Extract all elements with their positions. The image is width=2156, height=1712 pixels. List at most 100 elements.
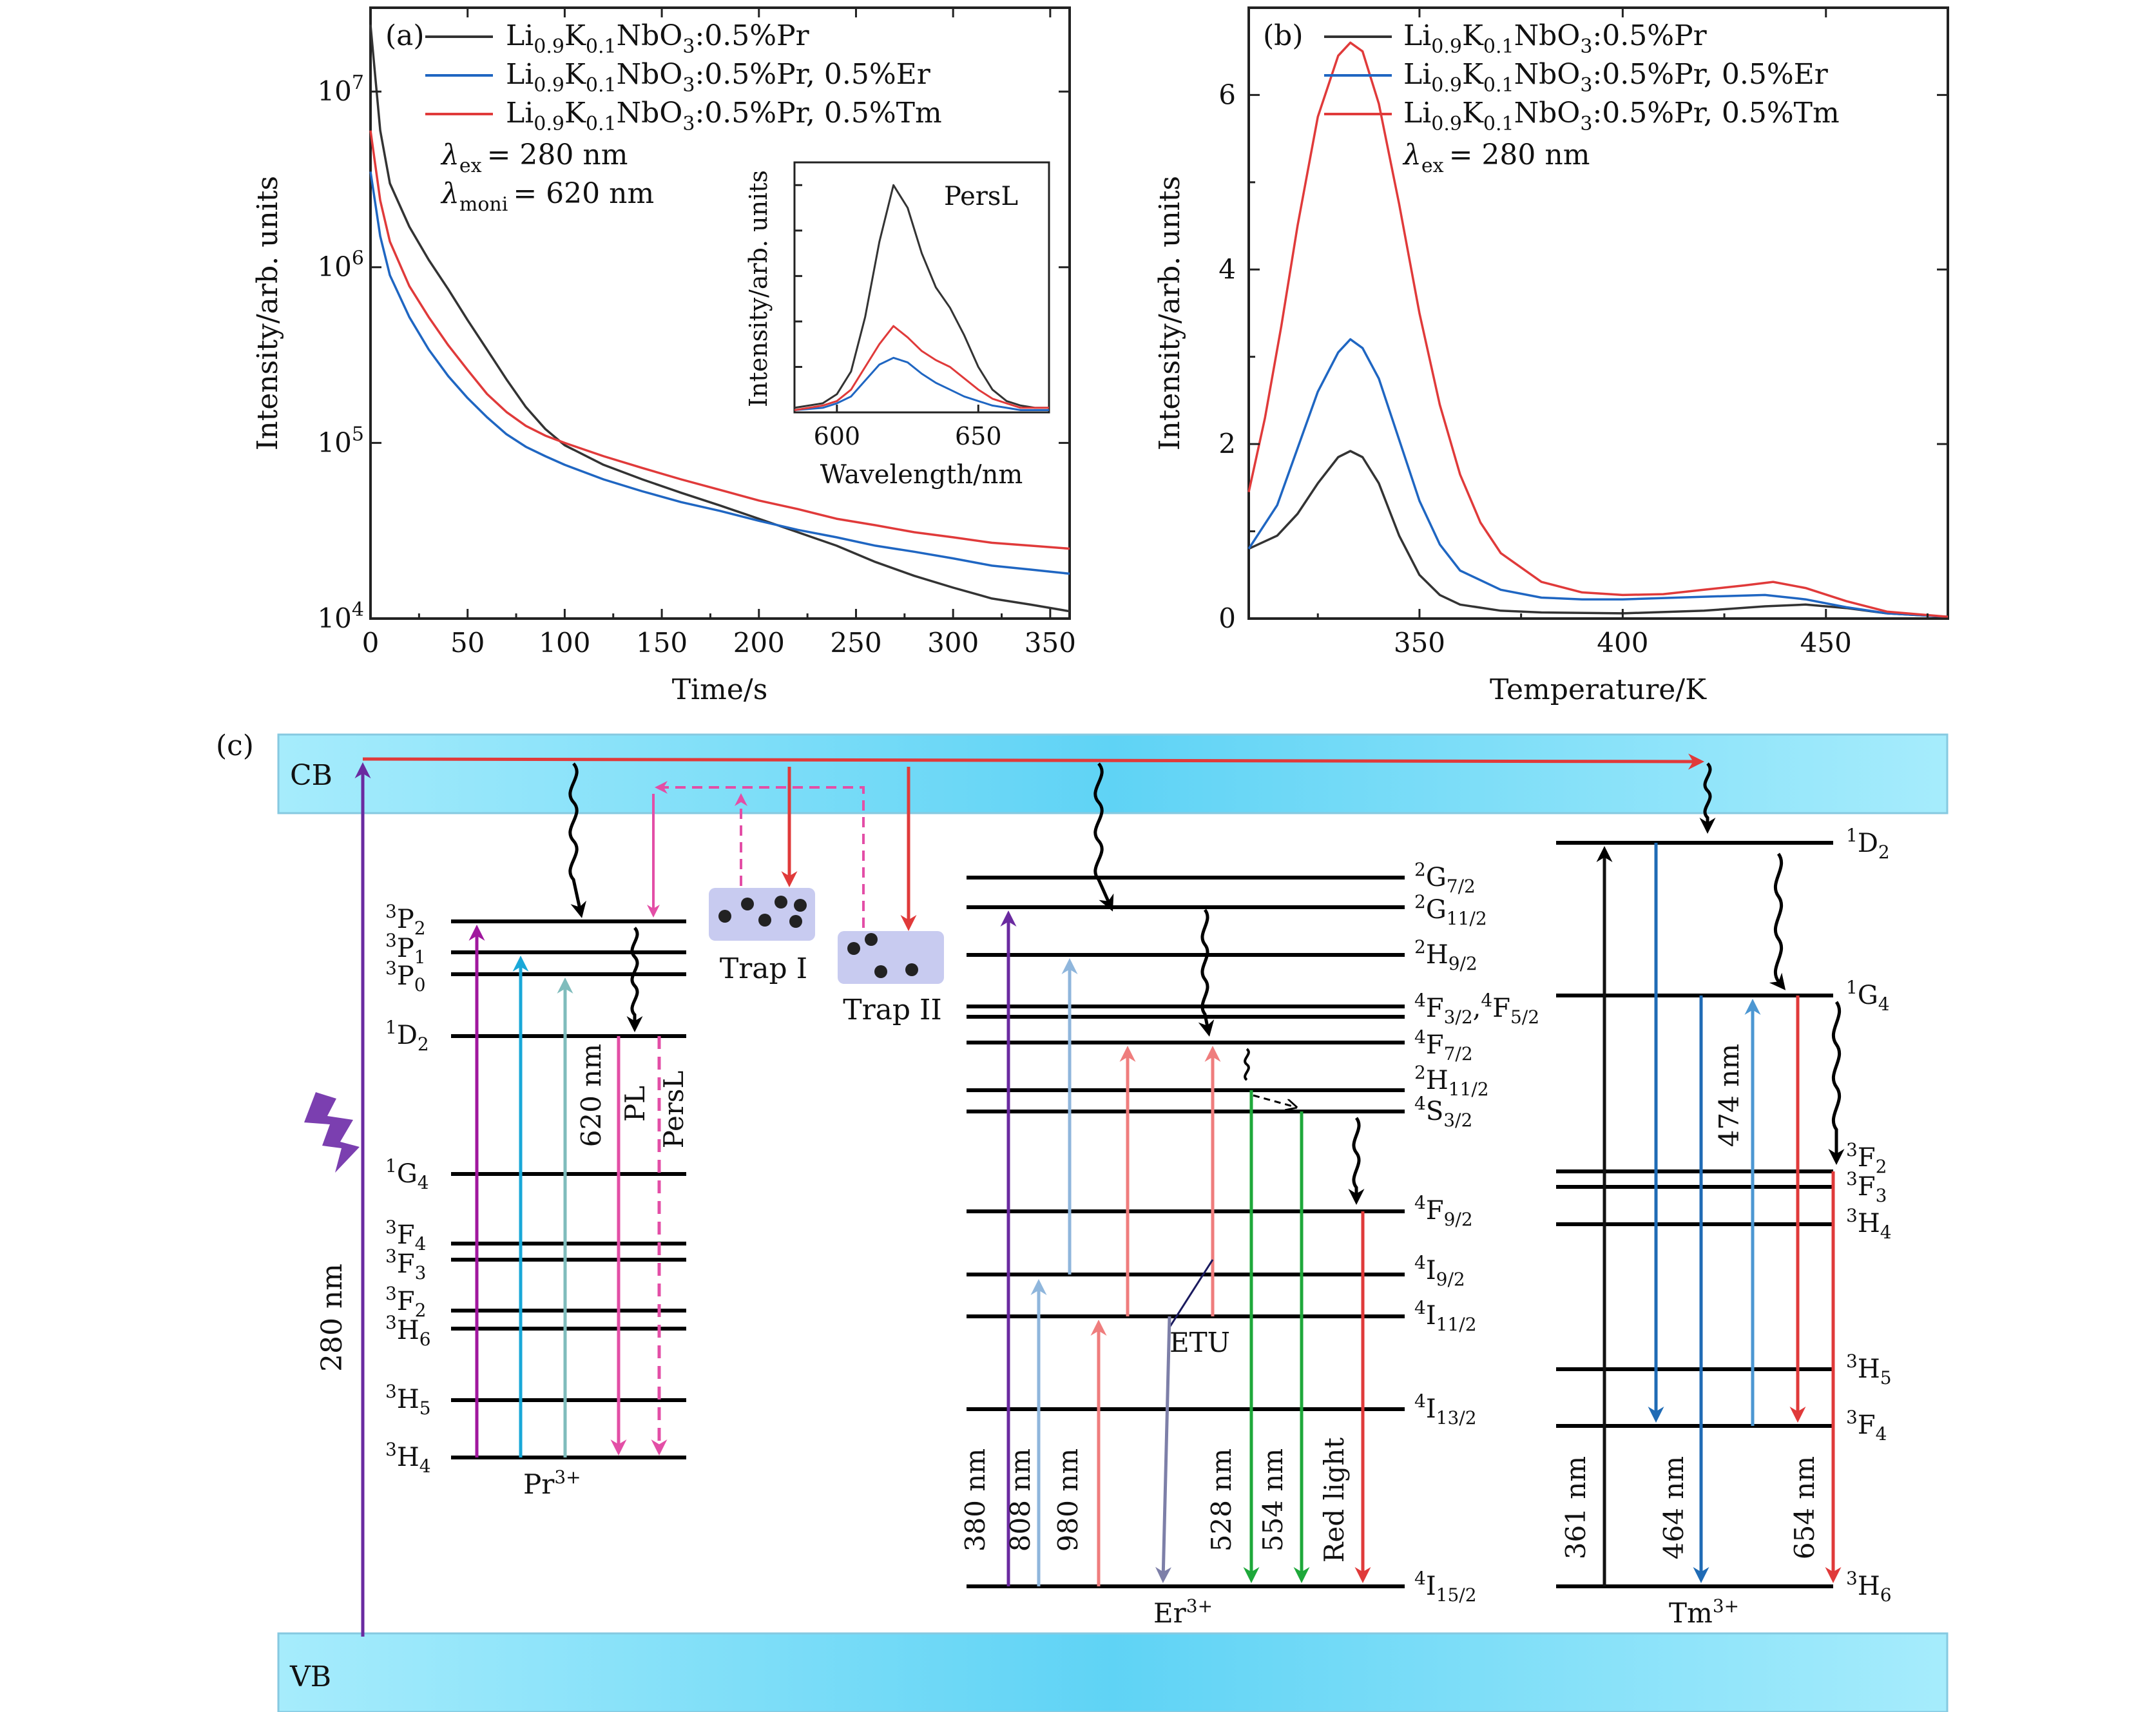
inset-x-ticks: 600 650 bbox=[814, 405, 1002, 450]
inset-x-axis-label: Wavelength/nm bbox=[820, 460, 1023, 490]
tm-464nm-label: 464 nm bbox=[1658, 1456, 1689, 1559]
er-980nm-label: 980 nm bbox=[1052, 1448, 1084, 1552]
pr-level-label-1G4: 1G4 bbox=[385, 1155, 429, 1193]
b-y-tick-label: 6 bbox=[1218, 79, 1236, 110]
tm-level-label-3H5: 3H5 bbox=[1846, 1351, 1892, 1389]
pr-level-label-3P0: 3P0 bbox=[385, 957, 426, 995]
tm-level-label-3H4: 3H4 bbox=[1846, 1205, 1892, 1243]
pr-relax-wavy-cb-arrow bbox=[568, 762, 586, 918]
a-y-tick-label: 107 bbox=[317, 72, 364, 107]
inset-y-axis-label: Intensity/arb. units bbox=[744, 170, 773, 407]
panel-a-label: (a) bbox=[385, 19, 425, 52]
panel-a-y-axis-label: Intensity/arb. units bbox=[251, 176, 284, 450]
inset-frame bbox=[793, 161, 1050, 414]
panel-a-inset-chart: 600 650 PersL Wavelength/nm Intensity/arb… bbox=[744, 161, 1050, 490]
pr-level-label-3H5: 3H5 bbox=[385, 1381, 431, 1419]
er-level-label-4I11/2: 4I11/2 bbox=[1414, 1297, 1477, 1335]
panel-a-lambda-ex: λex = 280 nm bbox=[440, 139, 628, 177]
trap-1-electron bbox=[758, 914, 771, 927]
panel-b-y-axis-label: Intensity/arb. units bbox=[1153, 176, 1186, 450]
er-relax-wavy-4S-arrow bbox=[1348, 1117, 1365, 1205]
legend-b-entry-2: Li0.9K0.1NbO3:0.5%Pr, 0.5%Tm bbox=[1403, 97, 1840, 135]
a-x-tick-label: 50 bbox=[450, 627, 485, 659]
trap-2-label: Trap II bbox=[843, 994, 942, 1026]
legend-b-entry-1: Li0.9K0.1NbO3:0.5%Pr, 0.5%Er bbox=[1403, 58, 1829, 97]
tm-level-label-3F3: 3F3 bbox=[1846, 1168, 1887, 1206]
er-528nm-label: 528 nm bbox=[1206, 1448, 1237, 1552]
series-line-0 bbox=[1248, 450, 1949, 619]
a-x-tick-label: 250 bbox=[830, 627, 881, 659]
tm-level-label-1D2: 1D2 bbox=[1846, 825, 1890, 863]
panel-b-x-axis-label: Temperature/K bbox=[1490, 673, 1707, 706]
er-level-label-4F3/2-4F5/2: 4F3/2,4F5/2 bbox=[1414, 990, 1539, 1028]
pr-relax-wavy-3P-arrow bbox=[626, 927, 643, 1032]
a-y-tick-label: 104 bbox=[317, 599, 364, 634]
trap-1-electron bbox=[741, 898, 754, 910]
panel-b-x-ticks: 350 400 450 bbox=[1316, 8, 1929, 659]
pr-pl-label: PL bbox=[619, 1086, 651, 1122]
er-level-label-2G7/2: 2G7/2 bbox=[1414, 859, 1476, 897]
trap-2-release-path bbox=[655, 781, 865, 928]
tm-474nm-label: 474 nm bbox=[1713, 1044, 1745, 1147]
a-x-tick-label: 100 bbox=[539, 627, 590, 659]
a-y-tick-label: 106 bbox=[317, 247, 364, 283]
panel-a-y-ticks: 104 105 106 107 bbox=[317, 72, 1070, 634]
panel-b-lambda-ex: λex = 280 nm bbox=[1402, 139, 1590, 177]
a-x-tick-label: 200 bbox=[733, 627, 785, 659]
b-x-tick-label: 400 bbox=[1597, 627, 1648, 659]
tm-relax-wavy-1G4-arrow bbox=[1828, 1001, 1845, 1165]
tm-654nm-label: 654 nm bbox=[1789, 1456, 1820, 1559]
er-relax-wavy-2G-arrow bbox=[1198, 909, 1215, 1037]
pr-level-label-1D2: 1D2 bbox=[385, 1017, 429, 1055]
er-level-label-2G11/2: 2G11/2 bbox=[1414, 891, 1487, 929]
pr-level-label-3P2: 3P2 bbox=[385, 901, 426, 939]
series-line-1 bbox=[369, 171, 1070, 575]
er-relax-wavy-cb-arrow bbox=[1093, 762, 1114, 912]
a-x-tick-label: 300 bbox=[927, 627, 979, 659]
panel-a-x-axis-label: Time/s bbox=[672, 673, 768, 706]
panel-b-label: (b) bbox=[1263, 19, 1304, 52]
trap-1-electron bbox=[718, 910, 731, 923]
panel-b-legend: Li0.9K0.1NbO3:0.5%Pr Li0.9K0.1NbO3:0.5%P… bbox=[1324, 19, 1840, 135]
panel-b-y-ticks: 0 2 4 6 bbox=[1218, 79, 1948, 634]
trap-1-electron bbox=[789, 915, 802, 928]
pr-level-label-3F4: 3F4 bbox=[385, 1217, 426, 1255]
valence-band bbox=[277, 1632, 1949, 1712]
lightning-icon bbox=[304, 1092, 360, 1173]
panel-a-lambda-moni: λmoni = 620 nm bbox=[440, 177, 654, 216]
trap-1-box bbox=[709, 888, 815, 941]
er-level-label-4I15/2: 4I15/2 bbox=[1414, 1568, 1477, 1606]
er-554nm-label: 554 nm bbox=[1257, 1448, 1289, 1552]
trap-1: Trap I bbox=[709, 888, 815, 985]
pr-persl-label: PersL bbox=[658, 1071, 689, 1149]
trap-2-electron bbox=[874, 965, 887, 978]
panel-a-series bbox=[369, 24, 1070, 613]
pr-level-label-3F3: 3F3 bbox=[385, 1246, 426, 1284]
er-level-label-2H11/2: 2H11/2 bbox=[1414, 1062, 1489, 1100]
legend-a-entry-2: Li0.9K0.1NbO3:0.5%Pr, 0.5%Tm bbox=[506, 97, 942, 135]
b-y-tick-label: 4 bbox=[1218, 253, 1236, 285]
pr-ion-levels: 3P2 3P1 3P0 1D2 1G4 3F4 3F3 3F2 3H6 3H5 … bbox=[385, 762, 689, 1500]
trap-1-electron bbox=[775, 896, 787, 909]
excitation-280nm-label: 280 nm bbox=[316, 1264, 349, 1372]
tm-level-label-3F2: 3F2 bbox=[1846, 1139, 1887, 1177]
panel-b-frame bbox=[1247, 6, 1949, 620]
trap-2-electron bbox=[865, 933, 878, 946]
cb-label: CB bbox=[290, 759, 332, 792]
panel-c-diagram: (c) CB VB 280 nm 3P2 3P1 3P0 1D2 bbox=[216, 729, 1949, 1712]
inset-y-ticks bbox=[794, 184, 802, 368]
legend-b-entry-0: Li0.9K0.1NbO3:0.5%Pr bbox=[1403, 19, 1708, 58]
trap-2: Trap II bbox=[838, 931, 944, 1026]
inset-x-tick-label: 600 bbox=[814, 422, 861, 450]
b-y-tick-label: 2 bbox=[1218, 428, 1236, 459]
er-level-label-4I13/2: 4I13/2 bbox=[1414, 1390, 1477, 1428]
pr-level-label-3F2: 3F2 bbox=[385, 1283, 426, 1321]
tm-relax-wavy-cb-arrow bbox=[1699, 762, 1716, 834]
tm-level-label-1G4: 1G4 bbox=[1846, 977, 1890, 1015]
er-level-label-4F9/2: 4F9/2 bbox=[1414, 1192, 1473, 1230]
er-380nm-label: 380 nm bbox=[959, 1448, 991, 1552]
panel-a-legend: Li0.9K0.1NbO3:0.5%Pr Li0.9K0.1NbO3:0.5%P… bbox=[425, 19, 942, 135]
trap-2-box bbox=[838, 931, 944, 984]
er-etu-label: ETU bbox=[1169, 1327, 1230, 1358]
panel-b-chart: 350 400 450 0 2 4 6 (b) Temperature/K Intensi… bbox=[1153, 6, 1949, 706]
